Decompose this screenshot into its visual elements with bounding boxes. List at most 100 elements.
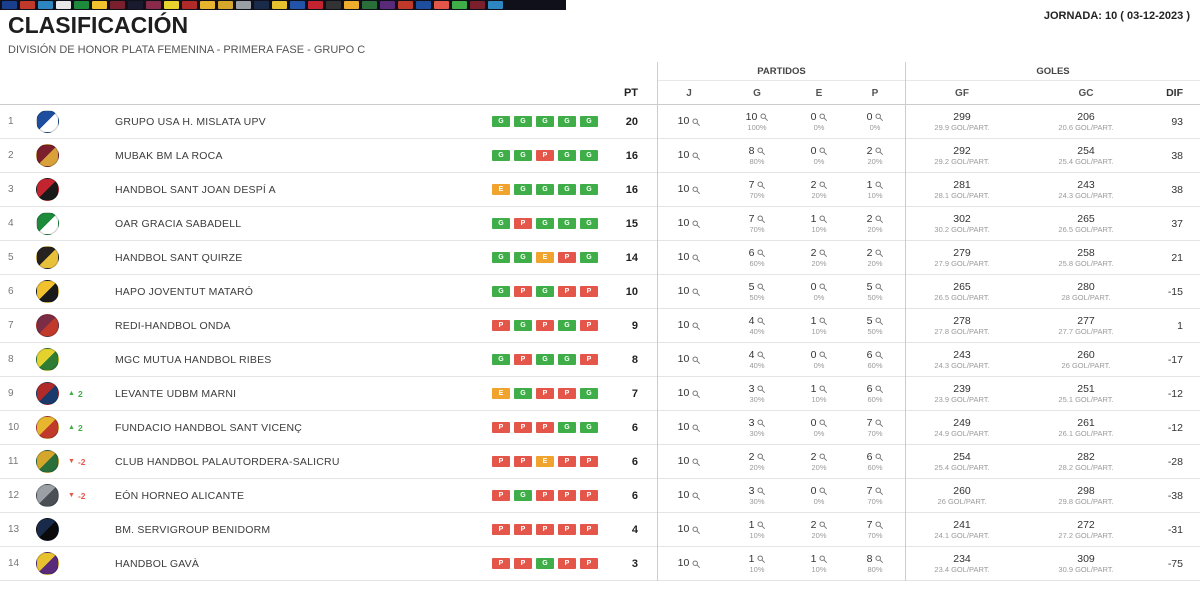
form-box-win[interactable]: G	[492, 116, 510, 127]
team-logo[interactable]	[34, 105, 60, 138]
form-box-win[interactable]: G	[536, 218, 554, 229]
magnifier-icon[interactable]	[757, 351, 766, 359]
form-box-win[interactable]: G	[514, 388, 532, 399]
team-name[interactable]: EÓN HORNEO ALICANTE	[115, 489, 245, 502]
top-nav-club-logo[interactable]	[200, 1, 215, 9]
magnifier-icon[interactable]	[692, 491, 701, 500]
form-box-win[interactable]: G	[558, 320, 576, 331]
top-nav-club-logo[interactable]	[398, 1, 413, 9]
team-name[interactable]: MUBAK BM LA ROCA	[115, 149, 223, 162]
top-nav-club-logo[interactable]	[272, 1, 287, 9]
form-box-loss[interactable]: P	[514, 286, 532, 297]
form-box-win[interactable]: G	[536, 354, 554, 365]
form-box-win[interactable]: G	[514, 150, 532, 161]
top-nav-club-logo[interactable]	[452, 1, 467, 9]
magnifier-icon[interactable]	[875, 147, 884, 155]
form-box-win[interactable]: G	[558, 184, 576, 195]
top-nav-club-logo[interactable]	[2, 1, 17, 9]
team-logo[interactable]	[34, 411, 60, 444]
form-box-loss[interactable]: P	[514, 558, 532, 569]
top-nav-club-logo[interactable]	[20, 1, 35, 9]
form-box-win[interactable]: G	[580, 184, 598, 195]
magnifier-icon[interactable]	[692, 525, 701, 534]
magnifier-icon[interactable]	[875, 487, 884, 495]
magnifier-icon[interactable]	[819, 181, 828, 189]
magnifier-icon[interactable]	[692, 457, 701, 466]
form-box-loss[interactable]: P	[580, 558, 598, 569]
magnifier-icon[interactable]	[875, 181, 884, 189]
team-logo[interactable]	[34, 275, 60, 308]
magnifier-icon[interactable]	[875, 283, 884, 291]
form-box-draw[interactable]: E	[536, 456, 554, 467]
magnifier-icon[interactable]	[875, 385, 884, 393]
top-nav-club-logo[interactable]	[254, 1, 269, 9]
magnifier-icon[interactable]	[757, 181, 766, 189]
form-box-loss[interactable]: P	[580, 286, 598, 297]
top-nav-club-logo[interactable]	[74, 1, 89, 9]
magnifier-icon[interactable]	[757, 215, 766, 223]
magnifier-icon[interactable]	[875, 249, 884, 257]
form-box-loss[interactable]: P	[558, 388, 576, 399]
team-logo[interactable]	[34, 513, 60, 546]
form-box-loss[interactable]: P	[536, 490, 554, 501]
form-box-loss[interactable]: P	[492, 558, 510, 569]
form-box-win[interactable]: G	[536, 184, 554, 195]
team-name[interactable]: MGC MUTUA HANDBOL RIBES	[115, 353, 272, 366]
team-name[interactable]: CLUB HANDBOL PALAUTORDERA-SALICRU	[115, 455, 340, 468]
form-box-win[interactable]: G	[514, 320, 532, 331]
team-logo[interactable]	[34, 343, 60, 376]
team-name[interactable]: OAR GRACIA SABADELL	[115, 217, 242, 230]
magnifier-icon[interactable]	[819, 453, 828, 461]
magnifier-icon[interactable]	[692, 321, 701, 330]
form-box-win[interactable]: G	[558, 218, 576, 229]
form-box-win[interactable]: G	[514, 116, 532, 127]
form-box-win[interactable]: G	[580, 218, 598, 229]
form-box-loss[interactable]: P	[536, 388, 554, 399]
magnifier-icon[interactable]	[692, 253, 701, 262]
form-box-win[interactable]: G	[536, 286, 554, 297]
top-nav-club-logo[interactable]	[146, 1, 161, 9]
magnifier-icon[interactable]	[819, 419, 828, 427]
team-logo[interactable]	[34, 479, 60, 512]
form-box-win[interactable]: G	[580, 116, 598, 127]
form-box-loss[interactable]: P	[580, 490, 598, 501]
magnifier-icon[interactable]	[819, 215, 828, 223]
magnifier-icon[interactable]	[692, 355, 701, 364]
magnifier-icon[interactable]	[819, 385, 828, 393]
magnifier-icon[interactable]	[692, 559, 701, 568]
form-box-win[interactable]: G	[580, 388, 598, 399]
magnifier-icon[interactable]	[757, 317, 766, 325]
magnifier-icon[interactable]	[819, 283, 828, 291]
form-box-win[interactable]: G	[536, 116, 554, 127]
form-box-loss[interactable]: P	[580, 354, 598, 365]
form-box-win[interactable]: G	[580, 150, 598, 161]
magnifier-icon[interactable]	[757, 555, 766, 563]
magnifier-icon[interactable]	[757, 487, 766, 495]
form-box-loss[interactable]: P	[514, 354, 532, 365]
top-nav-club-logo[interactable]	[290, 1, 305, 9]
magnifier-icon[interactable]	[692, 185, 701, 194]
team-name[interactable]: FUNDACIO HANDBOL SANT VICENÇ	[115, 421, 303, 434]
form-box-loss[interactable]: P	[492, 422, 510, 433]
magnifier-icon[interactable]	[875, 521, 884, 529]
magnifier-icon[interactable]	[692, 151, 701, 160]
magnifier-icon[interactable]	[875, 555, 884, 563]
magnifier-icon[interactable]	[819, 147, 828, 155]
top-nav-club-logo[interactable]	[470, 1, 485, 9]
top-nav-club-logo[interactable]	[380, 1, 395, 9]
form-box-loss[interactable]: P	[580, 456, 598, 467]
team-logo[interactable]	[34, 445, 60, 478]
form-box-loss[interactable]: P	[492, 320, 510, 331]
form-box-win[interactable]: G	[558, 150, 576, 161]
form-box-win[interactable]: G	[492, 252, 510, 263]
team-name[interactable]: HAPO JOVENTUT MATARÓ	[115, 285, 254, 298]
form-box-loss[interactable]: P	[558, 490, 576, 501]
top-nav-club-logo[interactable]	[236, 1, 251, 9]
top-nav-club-logo[interactable]	[164, 1, 179, 9]
magnifier-icon[interactable]	[875, 317, 884, 325]
form-box-loss[interactable]: P	[492, 490, 510, 501]
magnifier-icon[interactable]	[757, 385, 766, 393]
team-name[interactable]: REDI-HANDBOL ONDA	[115, 319, 231, 332]
form-box-loss[interactable]: P	[514, 218, 532, 229]
form-box-draw[interactable]: E	[492, 184, 510, 195]
